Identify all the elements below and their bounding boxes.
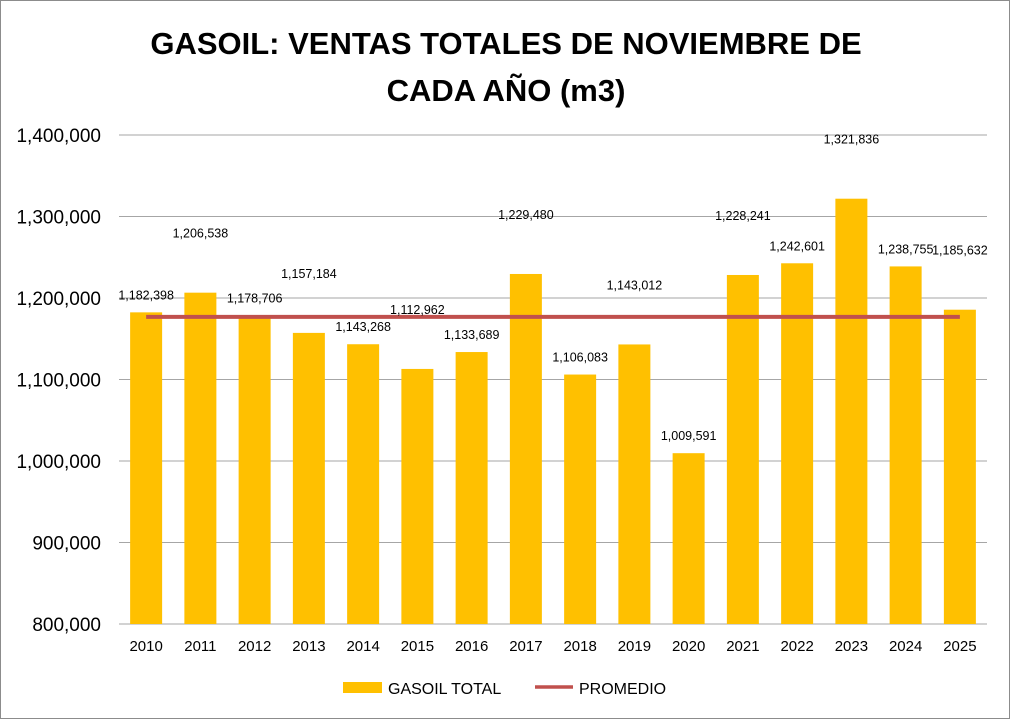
y-tick-label: 1,200,000 <box>16 289 101 310</box>
x-tick-label-2024: 2024 <box>889 638 922 655</box>
bar-2015 <box>401 368 434 624</box>
data-label-2023: 1,321,836 <box>824 133 880 147</box>
data-label-2018: 1,106,083 <box>552 351 608 365</box>
legend-label-gasoil-total: GASOIL TOTAL <box>388 681 501 698</box>
data-label-2025: 1,185,632 <box>932 244 988 258</box>
y-tick-label: 800,000 <box>32 615 101 636</box>
x-tick-label-2010: 2010 <box>129 638 162 655</box>
x-tick-label-2013: 2013 <box>292 638 325 655</box>
bar-2013 <box>292 332 325 624</box>
bars <box>130 198 976 624</box>
chart-title-line-1: GASOIL: VENTAS TOTALES DE NOVIEMBRE DE <box>150 26 861 61</box>
x-tick-label-2019: 2019 <box>618 638 651 655</box>
data-label-2024: 1,238,755 <box>878 242 934 256</box>
bar-2020 <box>672 453 705 624</box>
bar-2016 <box>455 352 488 624</box>
bar-2025 <box>943 309 976 624</box>
data-labels: 1,182,398 1,206,538 1,178,706 1,157,184 1,14… <box>118 133 987 443</box>
y-axis-tick-labels: 800,000 900,000 1,000,000 1,100,000 1,200,00… <box>16 126 101 636</box>
legend-swatch-gasoil-total <box>343 682 382 693</box>
x-tick-label-2021: 2021 <box>726 638 759 655</box>
x-axis-tick-labels: 2010 2011 2012 2013 2014 2015 2016 2017 2018 2019… <box>129 638 976 655</box>
bar-2022 <box>781 263 814 624</box>
bar-2023 <box>835 198 868 624</box>
data-label-2012: 1,178,706 <box>227 291 283 305</box>
x-tick-label-2020: 2020 <box>672 638 705 655</box>
y-tick-label: 1,100,000 <box>16 371 101 392</box>
x-tick-label-2018: 2018 <box>563 638 596 655</box>
x-tick-label-2012: 2012 <box>238 638 271 655</box>
x-tick-label-2014: 2014 <box>346 638 379 655</box>
data-label-2019: 1,143,012 <box>607 278 663 292</box>
data-label-2020: 1,009,591 <box>661 429 717 443</box>
bar-2010 <box>130 312 163 624</box>
legend-label-promedio: PROMEDIO <box>579 681 666 698</box>
bar-2021 <box>726 274 759 624</box>
data-label-2022: 1,242,601 <box>769 239 825 253</box>
y-tick-label: 1,400,000 <box>16 126 101 147</box>
x-tick-label-2025: 2025 <box>943 638 976 655</box>
y-tick-label: 1,300,000 <box>16 208 101 229</box>
data-label-2016: 1,133,689 <box>444 328 500 342</box>
x-tick-label-2016: 2016 <box>455 638 488 655</box>
chart-title-line-2: CADA AÑO (m3) <box>387 73 626 108</box>
legend: GASOIL TOTAL PROMEDIO <box>343 681 666 698</box>
x-tick-label-2017: 2017 <box>509 638 542 655</box>
bar-2014 <box>347 344 380 624</box>
x-tick-label-2011: 2011 <box>184 638 216 655</box>
y-tick-label: 1,000,000 <box>16 452 101 473</box>
bar-2017 <box>509 273 542 624</box>
bar-2012 <box>238 315 271 624</box>
data-label-2011: 1,206,538 <box>173 227 229 241</box>
x-tick-label-2015: 2015 <box>401 638 434 655</box>
bar-2019 <box>618 344 651 624</box>
bar-2024 <box>889 266 922 624</box>
bar-2011 <box>184 292 217 624</box>
data-label-2015: 1,112,962 <box>390 303 445 317</box>
bar-2018 <box>564 374 597 624</box>
x-tick-label-2023: 2023 <box>835 638 868 655</box>
x-tick-label-2022: 2022 <box>780 638 813 655</box>
data-label-2013: 1,157,184 <box>281 267 337 281</box>
data-label-2010: 1,182,398 <box>118 288 174 302</box>
y-tick-label: 900,000 <box>32 534 101 555</box>
data-label-2017: 1,229,480 <box>498 208 554 222</box>
data-label-2014: 1,143,268 <box>335 320 391 334</box>
data-label-2021: 1,228,241 <box>715 209 771 223</box>
